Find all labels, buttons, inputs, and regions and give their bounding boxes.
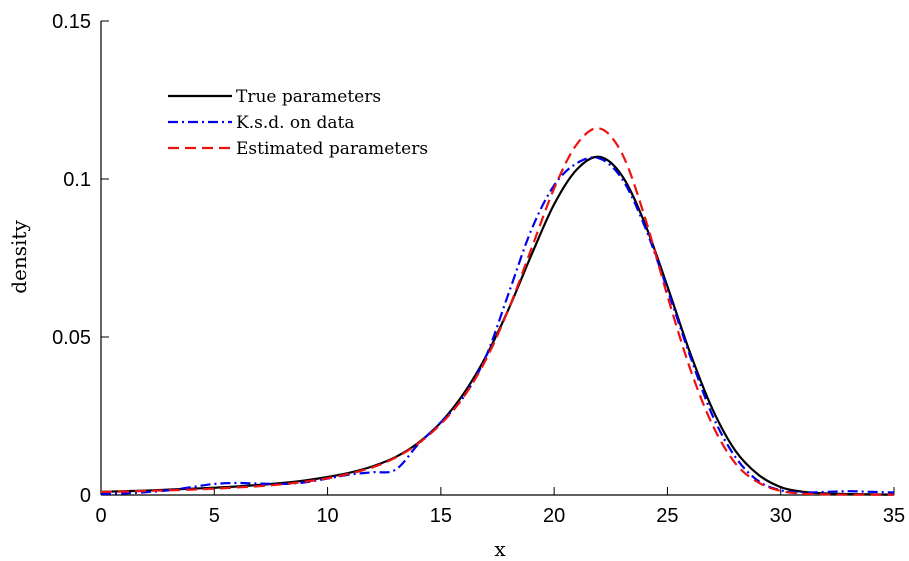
- x-tick-label: 20: [543, 505, 565, 527]
- x-tick-label: 25: [656, 505, 678, 527]
- y-tick-label: 0.1: [63, 169, 91, 191]
- series-layer: [100, 127, 895, 496]
- x-tick-label: 15: [430, 505, 452, 527]
- y-tick-label: 0.15: [52, 11, 91, 33]
- legend-label: True parameters: [236, 87, 381, 107]
- legend: True parameters K.s.d. on data Estimated p…: [168, 87, 428, 159]
- series-line-3: [100, 127, 894, 496]
- x-tick-label: 30: [770, 505, 792, 527]
- y-tick-label: 0.05: [52, 327, 91, 349]
- legend-label: Estimated parameters: [236, 139, 428, 159]
- x-tick-label: 0: [95, 505, 106, 527]
- axes: [100, 21, 894, 496]
- ticks: 0 5 10 15 20 25 30 35 0 0.05 0.1 0.15: [52, 11, 905, 527]
- x-tick-label: 10: [316, 505, 338, 527]
- x-tick-label: 35: [883, 505, 905, 527]
- x-axis-label: x: [494, 537, 506, 561]
- y-tick-label: 0: [80, 485, 91, 507]
- series-line-2: [100, 156, 895, 496]
- legend-label: K.s.d. on data: [236, 113, 355, 133]
- x-tick-label: 5: [209, 505, 220, 527]
- y-axis-label: density: [7, 220, 31, 294]
